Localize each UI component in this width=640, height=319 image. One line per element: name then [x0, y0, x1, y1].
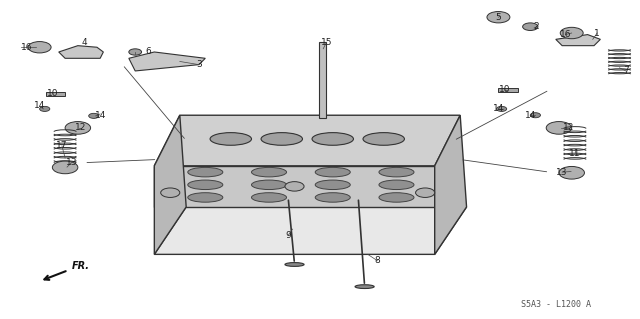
- Circle shape: [415, 188, 435, 197]
- Ellipse shape: [379, 193, 414, 202]
- Polygon shape: [154, 207, 467, 254]
- Bar: [499, 88, 518, 92]
- Text: 14: 14: [34, 101, 45, 110]
- Ellipse shape: [261, 133, 303, 145]
- Ellipse shape: [210, 133, 252, 145]
- Polygon shape: [59, 46, 103, 58]
- FancyArrowPatch shape: [44, 271, 66, 280]
- Ellipse shape: [355, 285, 374, 288]
- Text: 15: 15: [321, 38, 332, 47]
- Circle shape: [497, 106, 507, 111]
- Text: S5A3 - L1200 A: S5A3 - L1200 A: [521, 300, 591, 309]
- Text: FR.: FR.: [72, 261, 90, 271]
- Circle shape: [523, 23, 538, 31]
- Polygon shape: [154, 166, 435, 207]
- Polygon shape: [435, 115, 467, 254]
- Text: 13: 13: [66, 158, 77, 167]
- Text: 11: 11: [569, 149, 580, 158]
- Ellipse shape: [285, 263, 304, 266]
- Text: 5: 5: [495, 13, 501, 22]
- Text: 10: 10: [47, 89, 58, 98]
- Text: 8: 8: [374, 256, 380, 265]
- Ellipse shape: [252, 180, 287, 189]
- Circle shape: [65, 122, 91, 134]
- Polygon shape: [556, 34, 600, 46]
- Circle shape: [487, 11, 510, 23]
- Ellipse shape: [252, 167, 287, 177]
- Polygon shape: [129, 52, 205, 71]
- Text: 17: 17: [56, 141, 68, 150]
- Ellipse shape: [316, 193, 350, 202]
- Text: 4: 4: [81, 38, 87, 47]
- Text: 12: 12: [563, 123, 574, 132]
- Ellipse shape: [379, 167, 414, 177]
- Text: 3: 3: [196, 60, 202, 69]
- Ellipse shape: [188, 193, 223, 202]
- Text: 6: 6: [145, 48, 151, 56]
- Text: 12: 12: [76, 123, 87, 132]
- Ellipse shape: [252, 193, 287, 202]
- Text: 13: 13: [556, 168, 568, 177]
- Polygon shape: [154, 115, 186, 254]
- Circle shape: [52, 161, 78, 174]
- Text: 2: 2: [534, 22, 540, 31]
- Circle shape: [559, 167, 584, 179]
- Text: 16: 16: [21, 43, 33, 52]
- Circle shape: [89, 113, 99, 118]
- Text: 14: 14: [95, 111, 106, 120]
- Text: 9: 9: [285, 231, 291, 240]
- Text: 14: 14: [493, 104, 504, 113]
- Polygon shape: [154, 115, 460, 166]
- Ellipse shape: [188, 180, 223, 189]
- Circle shape: [28, 41, 51, 53]
- Circle shape: [40, 106, 50, 111]
- Circle shape: [129, 49, 141, 55]
- Circle shape: [560, 27, 583, 39]
- Ellipse shape: [188, 167, 223, 177]
- Text: 10: 10: [499, 85, 511, 94]
- Ellipse shape: [363, 133, 404, 145]
- Bar: [46, 93, 65, 96]
- Text: 14: 14: [525, 111, 536, 120]
- Ellipse shape: [379, 180, 414, 189]
- Circle shape: [531, 113, 540, 118]
- Circle shape: [161, 188, 180, 197]
- Circle shape: [285, 182, 304, 191]
- Ellipse shape: [312, 133, 353, 145]
- Polygon shape: [319, 42, 326, 118]
- Text: 16: 16: [559, 30, 571, 39]
- Ellipse shape: [316, 167, 350, 177]
- Ellipse shape: [316, 180, 350, 189]
- Circle shape: [546, 122, 572, 134]
- Text: 7: 7: [623, 66, 628, 76]
- Text: 1: 1: [595, 28, 600, 38]
